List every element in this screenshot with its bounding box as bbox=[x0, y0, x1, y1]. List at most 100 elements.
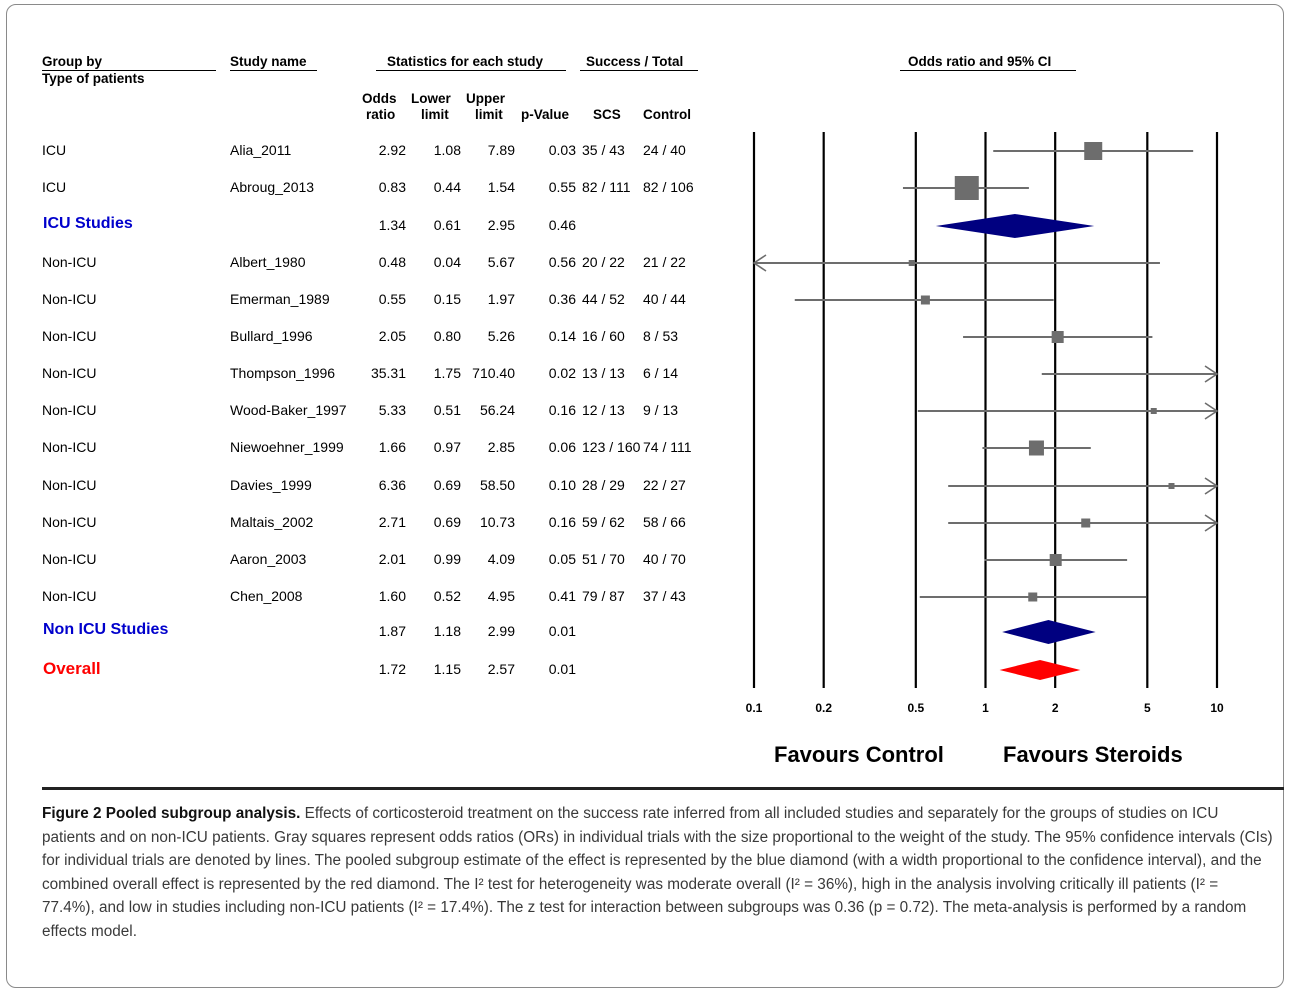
row-lower-limit: 0.69 bbox=[433, 514, 461, 530]
row-odds-ratio: 2.71 bbox=[378, 514, 406, 530]
row-control: 40 / 44 bbox=[643, 291, 686, 307]
row-control: 24 / 40 bbox=[643, 142, 686, 158]
row-control: 37 / 43 bbox=[643, 588, 686, 604]
or-square bbox=[908, 260, 915, 266]
row-odds-ratio: 0.55 bbox=[378, 291, 406, 307]
row-odds-ratio: 5.33 bbox=[378, 402, 406, 418]
row-odds-ratio: 6.36 bbox=[378, 477, 406, 493]
row-study: Wood-Baker_1997 bbox=[230, 402, 347, 418]
row-upper-limit: 710.40 bbox=[472, 365, 515, 381]
row-p-value: 0.16 bbox=[548, 514, 576, 530]
figure-frame bbox=[6, 4, 1284, 988]
col-control: Control bbox=[643, 107, 691, 122]
row-lower-limit: 0.04 bbox=[433, 254, 461, 270]
row-p-value: 0.55 bbox=[548, 179, 576, 195]
row-lower-limit: 0.51 bbox=[433, 402, 461, 418]
row-study: Bullard_1996 bbox=[230, 328, 313, 344]
row-study: Emerman_1989 bbox=[230, 291, 330, 307]
row-upper-limit: 58.50 bbox=[479, 477, 515, 493]
row-odds-ratio: 0.83 bbox=[378, 179, 406, 195]
row-odds-ratio: 1.60 bbox=[378, 588, 406, 604]
header-underline bbox=[580, 70, 698, 71]
x-tick-label: 2 bbox=[1052, 701, 1059, 715]
row-p-value: 0.10 bbox=[548, 477, 576, 493]
row-scs: 20 / 22 bbox=[582, 254, 625, 270]
row-scs: 79 / 87 bbox=[582, 588, 625, 604]
row-upper-limit: 2.95 bbox=[487, 217, 515, 233]
x-tick-label: 1 bbox=[982, 701, 989, 715]
row-lower-limit: 1.08 bbox=[433, 142, 461, 158]
row-p-value: 0.16 bbox=[548, 402, 576, 418]
row-group: ICU bbox=[42, 142, 67, 158]
header-statistics: Statistics for each study bbox=[387, 54, 544, 69]
row-group: Non-ICU bbox=[42, 402, 97, 418]
x-tick-label: 5 bbox=[1144, 701, 1151, 715]
row-control: 8 / 53 bbox=[643, 328, 679, 344]
row-group: Non-ICU bbox=[42, 439, 97, 455]
row-lower-limit: 0.69 bbox=[433, 477, 461, 493]
row-control: 22 / 27 bbox=[643, 477, 686, 493]
row-scs: 13 / 13 bbox=[582, 365, 625, 381]
row-control: 21 / 22 bbox=[643, 254, 686, 270]
row-scs: 44 / 52 bbox=[582, 291, 625, 307]
header-study-name: Study name bbox=[230, 54, 307, 69]
row-p-value: 0.46 bbox=[548, 217, 576, 233]
row-lower-limit: 0.61 bbox=[433, 217, 461, 233]
overall-diamond bbox=[999, 660, 1081, 680]
row-control: 6 / 14 bbox=[643, 365, 679, 381]
ci-arrow-right bbox=[1204, 477, 1219, 495]
row-upper-limit: 5.26 bbox=[487, 328, 515, 344]
row-odds-ratio: 1.34 bbox=[378, 217, 406, 233]
header-underline bbox=[42, 70, 216, 71]
row-upper-limit: 56.24 bbox=[479, 402, 515, 418]
ci-arrow-right bbox=[1204, 365, 1219, 383]
row-lower-limit: 1.75 bbox=[433, 365, 461, 381]
or-square bbox=[1084, 142, 1103, 160]
header-underline bbox=[376, 70, 566, 71]
x-tick-label: 0.1 bbox=[746, 701, 763, 715]
subgroup-label: Non ICU Studies bbox=[43, 621, 169, 638]
favours-control-label: Favours Control bbox=[774, 742, 944, 767]
subgroup-label: Overall bbox=[43, 659, 101, 678]
row-study: Davies_1999 bbox=[230, 477, 312, 493]
or-square bbox=[1028, 440, 1044, 456]
row-study: Albert_1980 bbox=[230, 254, 306, 270]
row-odds-ratio: 35.31 bbox=[370, 365, 406, 381]
row-odds-ratio: 2.01 bbox=[378, 551, 406, 567]
row-p-value: 0.01 bbox=[548, 623, 576, 639]
row-p-value: 0.14 bbox=[548, 328, 576, 344]
header-underline bbox=[230, 70, 317, 71]
caption-lead: Figure 2 Pooled subgroup analysis. bbox=[42, 805, 301, 822]
row-upper-limit: 2.85 bbox=[487, 439, 515, 455]
col-upper: Upper bbox=[466, 91, 506, 106]
row-group: Non-ICU bbox=[42, 477, 97, 493]
row-p-value: 0.01 bbox=[548, 661, 576, 677]
row-study: Maltais_2002 bbox=[230, 514, 314, 530]
row-odds-ratio: 2.92 bbox=[378, 142, 406, 158]
row-p-value: 0.36 bbox=[548, 291, 576, 307]
subgroup-diamond bbox=[1002, 620, 1096, 644]
row-scs: 59 / 62 bbox=[582, 514, 625, 530]
row-upper-limit: 2.99 bbox=[487, 623, 515, 639]
header-success-total: Success / Total bbox=[586, 54, 684, 69]
or-square bbox=[1049, 554, 1062, 566]
row-study: Aaron_2003 bbox=[230, 551, 307, 567]
row-scs: 28 / 29 bbox=[582, 477, 625, 493]
row-study: Alia_2011 bbox=[230, 142, 292, 158]
or-square bbox=[954, 176, 979, 200]
row-upper-limit: 1.97 bbox=[487, 291, 515, 307]
row-odds-ratio: 2.05 bbox=[378, 328, 406, 344]
row-upper-limit: 4.09 bbox=[487, 551, 515, 567]
row-group: Non-ICU bbox=[42, 328, 97, 344]
row-group: ICU bbox=[42, 179, 67, 195]
row-upper-limit: 7.89 bbox=[487, 142, 515, 158]
row-lower-limit: 0.80 bbox=[433, 328, 461, 344]
row-lower-limit: 1.15 bbox=[433, 661, 461, 677]
ci-arrow-left bbox=[752, 254, 767, 272]
row-control: 40 / 70 bbox=[643, 551, 686, 567]
col-ratio: ratio bbox=[366, 107, 396, 122]
row-group: Non-ICU bbox=[42, 291, 97, 307]
or-square bbox=[1028, 592, 1038, 602]
or-square bbox=[1081, 518, 1091, 528]
